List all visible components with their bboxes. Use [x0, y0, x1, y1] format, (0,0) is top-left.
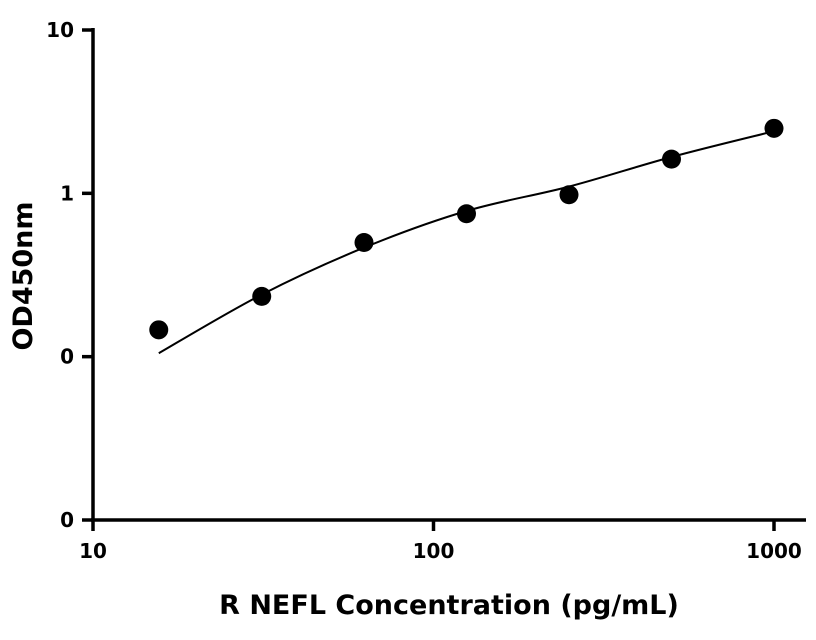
- data-point: [456, 204, 476, 224]
- y-tick-label: 0: [60, 345, 74, 369]
- data-point: [764, 118, 784, 138]
- data-point: [252, 286, 272, 306]
- x-axis-title: R NEFL Concentration (pg/mL): [219, 590, 679, 621]
- x-tick-label: 10: [79, 539, 107, 563]
- data-point: [149, 320, 169, 340]
- y-tick-label: 0: [60, 508, 74, 532]
- y-tick-label: 1: [60, 181, 74, 205]
- y-axis-title: OD450nm: [8, 201, 39, 350]
- fit-curve: [158, 130, 775, 355]
- x-tick-label: 1000: [746, 539, 802, 563]
- x-tick-label: 100: [413, 539, 455, 563]
- x-ticks: 10 100 1000: [79, 520, 802, 563]
- y-tick-label: 10: [46, 18, 74, 42]
- y-ticks: 0 0 1 10: [46, 18, 93, 532]
- axes: [91, 28, 806, 522]
- data-points: [149, 118, 784, 340]
- data-point: [559, 185, 579, 205]
- data-point: [354, 233, 374, 253]
- data-point: [661, 149, 681, 169]
